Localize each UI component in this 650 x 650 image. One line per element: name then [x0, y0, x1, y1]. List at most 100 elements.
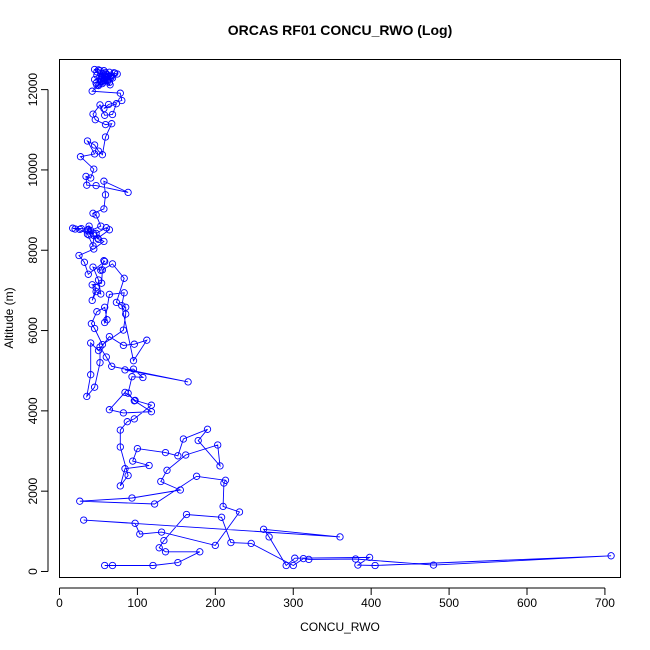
data-point — [116, 426, 124, 434]
data-point — [83, 226, 92, 234]
data-point — [161, 448, 170, 457]
data-point — [87, 339, 95, 347]
x-tick-label: 200 — [205, 596, 225, 610]
data-point — [89, 263, 97, 271]
data-point — [93, 308, 101, 316]
data-point — [291, 554, 299, 562]
data-point — [94, 276, 103, 284]
data-point — [90, 324, 99, 333]
y-tick-label: 2000 — [26, 477, 40, 504]
data-point — [103, 316, 111, 324]
x-tick-label: 500 — [439, 596, 459, 610]
data-point — [87, 371, 95, 379]
x-axis: 0 100 200 300 400 500 600 700 — [56, 587, 615, 610]
data-point — [211, 541, 219, 550]
data-point — [365, 553, 374, 562]
data-point — [214, 441, 222, 449]
data-point — [90, 65, 99, 74]
data-point — [88, 296, 96, 305]
data-point — [121, 388, 129, 397]
data-point — [123, 418, 131, 426]
data-point — [217, 513, 226, 521]
data-point — [89, 242, 97, 250]
data-point — [174, 558, 182, 567]
data-point — [89, 110, 97, 118]
series-line — [72, 68, 612, 567]
x-tick-label: 400 — [361, 596, 381, 610]
data-point — [90, 383, 99, 391]
data-point — [129, 365, 138, 373]
data-point — [119, 341, 128, 350]
data-point — [112, 298, 121, 307]
data-point — [203, 425, 212, 433]
data-point — [163, 466, 171, 474]
data-point — [336, 533, 344, 541]
data-point — [354, 561, 362, 569]
data-point — [102, 353, 110, 361]
data-point — [84, 270, 92, 278]
data-point — [235, 508, 244, 516]
data-point — [299, 554, 308, 563]
x-tick-label: 300 — [283, 596, 303, 610]
data-point — [116, 89, 124, 97]
data-point — [88, 87, 96, 95]
data-point — [96, 343, 104, 351]
data-point — [129, 357, 138, 365]
data-point — [116, 482, 124, 490]
data-point — [83, 137, 92, 145]
data-point — [76, 225, 84, 234]
y-tick-label: 10000 — [26, 153, 40, 187]
data-point — [136, 530, 144, 538]
data-point — [97, 290, 105, 298]
data-point — [101, 71, 109, 80]
data-point — [92, 283, 100, 292]
data-point — [176, 486, 184, 494]
data-point — [124, 188, 132, 197]
data-point — [108, 110, 117, 119]
data-point — [98, 151, 107, 159]
data-point — [157, 477, 165, 486]
data-point — [147, 408, 156, 416]
data-point — [113, 70, 121, 78]
data-point — [105, 406, 114, 414]
data-point — [130, 415, 138, 423]
data-point — [120, 289, 128, 297]
chart-title: ORCAS RF01 CONCU_RWO (Log) — [228, 22, 453, 38]
data-point — [143, 336, 151, 344]
data-point — [102, 224, 110, 232]
data-point — [83, 181, 91, 189]
data-point — [92, 287, 100, 296]
data-point — [182, 510, 191, 519]
data-point — [85, 222, 93, 230]
data-point — [219, 502, 227, 511]
x-tick-label: 700 — [595, 596, 615, 610]
x-tick-label: 100 — [127, 596, 147, 610]
data-point — [128, 494, 136, 502]
data-point — [101, 111, 109, 119]
data-point — [124, 471, 132, 480]
y-tick-label: 4000 — [26, 397, 40, 424]
data-point — [184, 378, 192, 386]
y-axis: 0 2000 4000 6000 8000 10000 12000 — [26, 73, 49, 575]
data-point — [90, 165, 98, 173]
data-point — [119, 326, 128, 334]
data-point — [87, 226, 95, 235]
data-point — [96, 359, 104, 367]
data-point — [90, 245, 98, 253]
data-point — [89, 209, 97, 217]
data-point — [128, 373, 136, 381]
data-point — [157, 528, 166, 536]
data-point — [121, 465, 129, 473]
data-point — [227, 538, 235, 547]
data-point — [69, 224, 77, 232]
data-point — [80, 516, 88, 524]
data-point — [145, 461, 153, 470]
data-point — [108, 362, 116, 370]
data-point — [105, 332, 114, 341]
data-point — [82, 172, 90, 181]
data-point — [149, 561, 157, 570]
data-point — [221, 476, 230, 484]
data-point — [83, 392, 91, 401]
data-point — [131, 519, 139, 527]
